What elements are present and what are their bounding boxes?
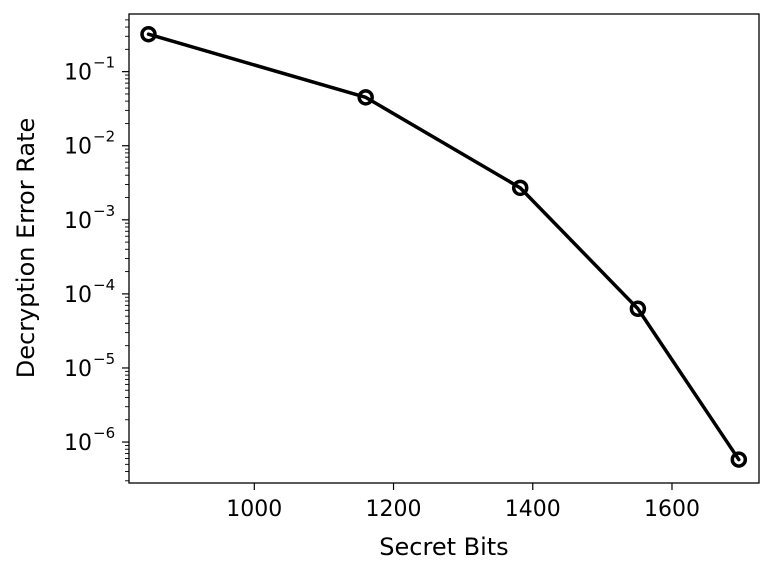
x-tick-label: 1600 bbox=[644, 497, 700, 522]
y-tick-label-base: 10 bbox=[64, 431, 92, 456]
y-tick-label-exponent: −6 bbox=[93, 424, 115, 442]
data-point-marker bbox=[629, 300, 647, 318]
y-tick-label-base: 10 bbox=[64, 283, 92, 308]
series-layer bbox=[140, 25, 748, 468]
data-point-marker bbox=[357, 89, 374, 106]
x-axis-label: Secret Bits bbox=[379, 533, 508, 561]
y-tick-label-exponent: −4 bbox=[93, 276, 115, 294]
x-tick-label: 1000 bbox=[226, 497, 282, 522]
y-tick-label-exponent: −5 bbox=[93, 350, 115, 368]
x-tick-label: 1200 bbox=[366, 497, 422, 522]
y-tick-label-exponent: −3 bbox=[93, 202, 115, 220]
y-tick-label-exponent: −1 bbox=[93, 54, 115, 72]
data-point-marker bbox=[511, 179, 529, 197]
y-tick-label-base: 10 bbox=[64, 135, 92, 160]
y-tick-label-base: 10 bbox=[64, 357, 92, 382]
series-line bbox=[146, 32, 741, 462]
y-tick-label-base: 10 bbox=[64, 209, 92, 234]
y-axis-label: Decryption Error Rate bbox=[12, 118, 40, 379]
y-tick-label-base: 10 bbox=[64, 61, 92, 86]
data-point-marker bbox=[140, 25, 157, 43]
data-point-marker bbox=[730, 451, 748, 468]
plot-frame bbox=[128, 13, 760, 484]
y-tick-label-exponent: −2 bbox=[93, 128, 115, 146]
x-tick-label: 1400 bbox=[505, 497, 561, 522]
